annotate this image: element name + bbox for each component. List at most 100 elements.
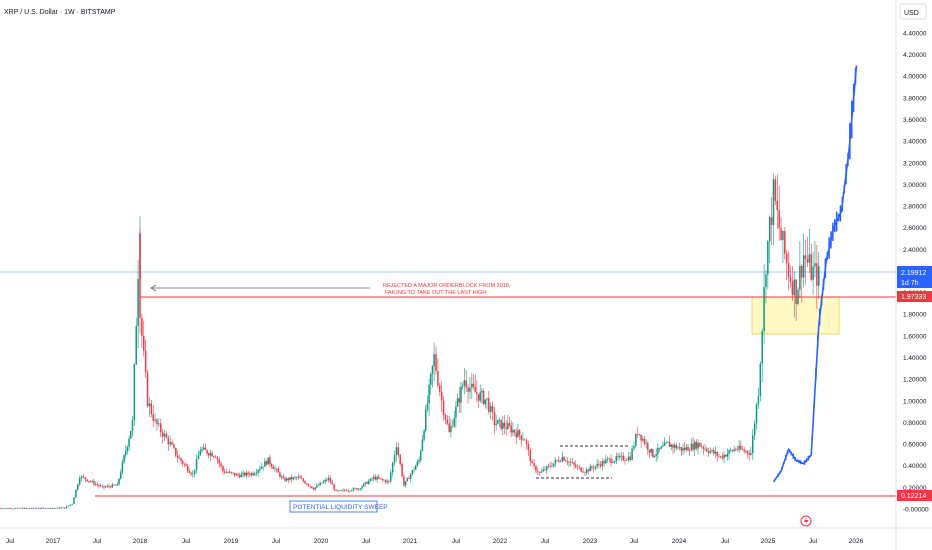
support-price-tag: [897, 490, 932, 501]
candle-body: [223, 471, 226, 473]
candle-body: [518, 430, 521, 436]
projection-candle: [815, 367, 817, 380]
projection-candle: [803, 460, 806, 465]
candle-body: [121, 462, 124, 473]
candle-body: [677, 447, 679, 449]
candle-body: [314, 487, 316, 490]
projection-candle: [847, 152, 849, 166]
candle-body: [345, 490, 348, 492]
candle-body: [697, 442, 699, 449]
x-tick-label: 2023: [583, 538, 598, 545]
projection-candle: [843, 184, 845, 194]
price-axis[interactable]: 4.40000 4.20000 4.00000 3.80000 3.60000 3.400…: [903, 30, 929, 513]
candle-body: [448, 423, 450, 432]
candle-body: [561, 456, 564, 462]
candle-body: [533, 463, 535, 466]
candle-body: [615, 456, 618, 461]
candle-body: [167, 437, 170, 445]
candle-body: [529, 450, 532, 462]
y-tick-label: 0.80000: [903, 420, 927, 427]
candle-body: [204, 447, 207, 451]
candle-body: [404, 481, 407, 486]
x-tick-label: 2018: [133, 538, 148, 545]
candle-body: [89, 481, 92, 482]
lightning-icon[interactable]: [800, 515, 812, 527]
candle-body: [359, 488, 362, 490]
candle-body: [197, 455, 200, 460]
candle-body: [388, 480, 390, 482]
candle-body: [724, 454, 727, 457]
candle-body: [510, 425, 512, 433]
plot-area[interactable]: [0, 0, 896, 528]
candle-body: [284, 478, 286, 481]
candle-body: [108, 485, 110, 487]
candle-body: [171, 442, 173, 445]
candle-body: [619, 455, 621, 458]
candle-body: [373, 476, 375, 479]
candle-body: [469, 387, 471, 392]
y-tick-label: 1.80000: [903, 312, 927, 319]
candle-body: [491, 406, 494, 413]
candle-body: [517, 430, 519, 438]
candle-body: [111, 484, 114, 488]
candle-body: [802, 255, 805, 278]
candle-body: [322, 481, 325, 484]
candle-body: [96, 483, 99, 485]
candle-body: [6, 508, 8, 509]
x-tick-label: Jul: [630, 538, 639, 545]
candle-body: [625, 459, 628, 461]
candle-body: [397, 447, 400, 455]
candle-body: [378, 477, 380, 479]
candle-body: [357, 488, 360, 490]
candle-body: [297, 476, 300, 478]
candle-body: [488, 398, 490, 412]
current-price-value: 2.19912: [901, 270, 926, 277]
projection-candle: [783, 461, 785, 465]
candle-body: [133, 364, 136, 420]
candle-body: [723, 454, 725, 459]
candle-body: [589, 466, 591, 472]
candle-body: [123, 455, 125, 463]
candle-body: [406, 477, 409, 482]
y-tick-label: 4.40000: [903, 30, 927, 37]
candle-body: [58, 507, 61, 509]
candle-body: [558, 460, 560, 462]
y-tick-label: 3.20000: [903, 160, 927, 167]
currency-button[interactable]: [899, 3, 927, 20]
candle-body: [753, 423, 756, 436]
candle-body: [648, 449, 651, 453]
candle-body: [63, 507, 66, 509]
candle-body: [547, 465, 550, 467]
candle-body: [484, 399, 486, 405]
candle-body: [453, 417, 455, 427]
candle-body: [190, 472, 192, 475]
candle-body: [265, 461, 268, 465]
candle-body: [34, 507, 36, 509]
candle-body: [693, 441, 696, 450]
candle-body: [740, 445, 742, 450]
candle-body: [232, 472, 234, 474]
candle-body: [218, 459, 220, 464]
candle-body: [515, 432, 517, 438]
candle-body: [270, 463, 273, 467]
candle-body: [608, 458, 611, 460]
candle-body: [55, 508, 57, 509]
time-axis[interactable]: Jul 2017 Jul 2018 Jul 2019 Jul 2020 Jul 2021 Jul 20…: [6, 538, 864, 545]
candle-body: [718, 455, 720, 457]
candle-body: [606, 458, 609, 460]
candle-body: [613, 460, 616, 463]
candle-body: [165, 433, 168, 438]
candle-body: [806, 258, 809, 263]
projection-layer: [772, 65, 858, 483]
candle-body: [279, 472, 281, 477]
candle-body: [84, 477, 87, 480]
y-tick-label: 2.60000: [903, 225, 927, 232]
candle-body: [352, 488, 355, 491]
candle-body: [750, 453, 752, 455]
candle-body: [289, 477, 291, 480]
candle-body: [476, 392, 478, 395]
candle-body: [331, 482, 334, 485]
candle-body: [48, 507, 50, 509]
candle-body: [633, 445, 635, 449]
